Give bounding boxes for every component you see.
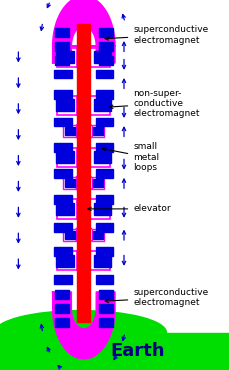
FancyBboxPatch shape [0, 333, 229, 370]
Bar [54, 118, 71, 127]
Bar [95, 118, 113, 127]
Polygon shape [53, 292, 114, 359]
Bar [63, 177, 76, 189]
Text: elevator: elevator [87, 204, 170, 213]
Bar [54, 247, 71, 256]
Bar [92, 127, 102, 135]
Bar [55, 304, 68, 313]
Bar [91, 125, 104, 137]
Bar [57, 251, 110, 270]
Bar [92, 179, 102, 187]
Bar [93, 151, 111, 163]
Polygon shape [53, 0, 114, 63]
Bar [54, 70, 71, 78]
Text: Earth: Earth [110, 343, 164, 360]
Bar [55, 28, 68, 37]
Text: non-super-
conductive
electromagnet: non-super- conductive electromagnet [109, 89, 199, 118]
Bar [92, 231, 102, 239]
Bar [54, 195, 71, 204]
Bar [55, 318, 68, 327]
Bar [55, 290, 68, 299]
Bar [98, 42, 112, 51]
Bar [63, 229, 76, 241]
Bar [95, 195, 113, 204]
Bar [56, 100, 74, 111]
Bar [56, 51, 74, 63]
Text: superconductive
electromagnet: superconductive electromagnet [105, 288, 207, 307]
Bar [65, 231, 74, 239]
Bar [93, 255, 111, 266]
Bar [54, 90, 71, 99]
Bar [93, 203, 111, 215]
Bar [93, 100, 111, 111]
Bar [55, 42, 68, 51]
Bar [55, 56, 68, 65]
Text: superconductive
electromagnet: superconductive electromagnet [105, 26, 207, 45]
Bar [54, 275, 71, 283]
Bar [57, 48, 110, 67]
Bar [65, 127, 74, 135]
Bar [56, 151, 74, 163]
Bar [95, 223, 113, 232]
Bar [95, 275, 113, 283]
Bar [95, 144, 113, 152]
Bar [93, 51, 111, 63]
Bar [57, 199, 110, 219]
Bar [98, 56, 112, 65]
Bar [91, 177, 104, 189]
Bar [57, 96, 110, 115]
Bar [56, 255, 74, 266]
Bar [95, 90, 113, 99]
Bar [54, 169, 71, 178]
Bar [91, 229, 104, 241]
Bar [57, 148, 110, 167]
Bar [63, 125, 76, 137]
Bar [65, 179, 74, 187]
Ellipse shape [0, 310, 166, 355]
Text: small
metal
loops: small metal loops [102, 142, 159, 172]
Bar [98, 304, 112, 313]
Bar [56, 203, 74, 215]
Bar [98, 290, 112, 299]
Bar [95, 70, 113, 78]
Bar [95, 169, 113, 178]
Bar [54, 144, 71, 152]
Bar [98, 28, 112, 37]
Bar [54, 223, 71, 232]
Bar [95, 247, 113, 256]
Bar [98, 318, 112, 327]
Bar [77, 24, 90, 322]
